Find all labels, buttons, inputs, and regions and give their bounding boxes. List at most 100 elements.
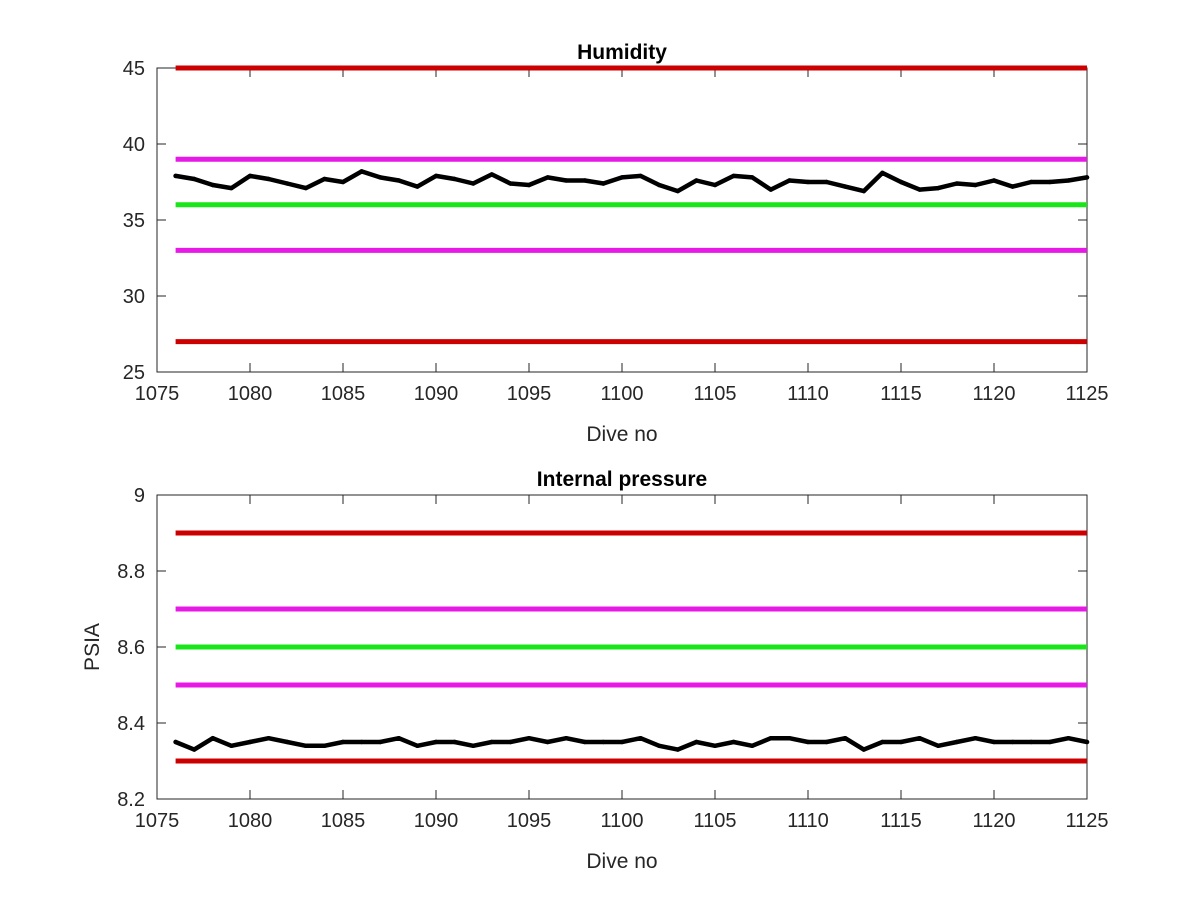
data-point [452,739,457,745]
data-point [619,739,625,745]
data-point [173,739,178,745]
data-point [1047,179,1053,185]
data-point [247,739,253,745]
data-point [378,739,383,745]
data-point [452,176,457,182]
y-tick-label: 30 [123,286,145,308]
data-point [936,185,941,191]
data-point [1047,739,1053,745]
data-point [192,747,197,752]
data-point [917,736,922,741]
data-point [712,743,718,748]
data-point [750,743,755,748]
y-tick-label: 8.8 [117,561,145,583]
data-point [675,188,680,194]
data-point [712,182,718,188]
data-point [991,739,997,745]
humidity-subplot: 1075 1080 1085 1090 1095 1100 1105 1110 1115 1120… [123,41,1109,446]
data-point [210,736,215,741]
x-axis-label: Dive no [586,423,657,446]
data-point [471,181,476,186]
data-point [694,739,699,745]
x-tick-label: 1120 [972,810,1015,832]
data-point [1010,184,1015,189]
x-tick-label: 1090 [414,383,459,405]
data-point [266,736,271,741]
data-point [731,173,736,179]
data-point [359,169,364,174]
data-point [210,182,215,188]
data-point [750,175,755,180]
x-tick-label: 1085 [321,383,366,405]
data-point [805,739,811,745]
data-point [192,176,197,182]
data-point [303,743,308,748]
plot-title: Humidity [577,41,667,64]
data-point [285,739,290,745]
data-point [973,736,978,741]
data-point [638,173,643,179]
y-tick-label: 25 [123,362,145,384]
x-tick-label: 1125 [1065,810,1108,832]
y-tick-label: 8.2 [117,789,145,811]
data-point [1066,178,1071,183]
x-tick-label: 1105 [693,810,736,832]
y-tick-label: 8.6 [117,637,145,659]
data-point [582,178,587,183]
data-point [564,178,569,183]
x-tick-label: 1110 [787,810,829,832]
y-tick-label: 45 [123,58,145,80]
x-tick-label: 1095 [507,383,552,405]
x-tick-label: 1105 [693,383,736,405]
data-point [694,178,699,183]
data-point [954,739,959,745]
data-point [1084,175,1090,180]
data-point [266,176,271,182]
data-point [917,187,922,192]
data-point [526,182,532,188]
axes-box [156,67,1088,373]
x-axis-label: Dive no [586,850,657,873]
data-point [173,173,178,179]
data-point [991,178,997,183]
data-point [340,739,346,745]
data-point [843,736,848,741]
x-tick-label: 1080 [228,810,273,832]
data-point [601,181,606,186]
data-point [973,182,978,188]
data-point [824,739,829,745]
data-point [731,739,736,745]
data-point [322,176,327,182]
data-point [396,178,401,183]
y-axis-label: PSIA [81,623,104,671]
data-point [545,739,550,745]
data-point [582,739,587,745]
data-point [229,185,234,191]
y-tick-label: 35 [123,210,145,232]
x-tick-label: 1120 [972,383,1015,405]
data-point [861,747,866,752]
x-tick-label: 1090 [414,810,459,832]
data-point [433,173,439,179]
data-point [433,739,439,745]
data-point [805,179,811,185]
data-point [898,179,904,185]
x-tick-label: 1080 [228,383,273,405]
data-point [861,188,866,194]
data-point [824,179,829,185]
data-point [936,743,941,748]
x-tick-label: 1125 [1065,383,1108,405]
data-point [843,184,848,189]
y-tick-label: 9 [134,485,145,507]
data-point [657,743,662,748]
x-tick-label: 1100 [600,383,643,405]
x-tick-label: 1115 [880,383,922,405]
data-point [545,175,550,180]
data-point [1029,179,1034,185]
data-point [508,181,513,186]
internal-pressure-subplot: 1075 1080 1085 1090 1095 1100 1105 1110 1115 1120… [81,468,1109,873]
data-point [471,743,476,748]
x-tick-label: 1115 [880,810,922,832]
data-point [787,736,792,741]
data-point [898,739,904,745]
